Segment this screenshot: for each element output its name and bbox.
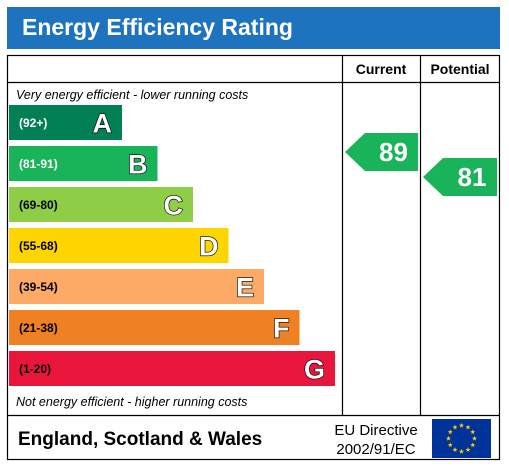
band-bar-g xyxy=(9,351,335,386)
band-letter: E xyxy=(236,273,254,303)
potential-column-header: Potential xyxy=(430,61,489,77)
top-note: Very energy efficient - lower running co… xyxy=(16,88,248,102)
directive-line-2: 2002/91/EC xyxy=(336,441,415,458)
region-label: England, Scotland & Wales xyxy=(18,429,262,450)
band-b: (81-91) B xyxy=(9,146,158,181)
eu-star-icon xyxy=(465,424,471,430)
eu-star-icon xyxy=(472,435,477,441)
band-d: (55-68) D xyxy=(9,228,229,263)
band-g: (1-20) G xyxy=(9,351,335,386)
band-range-label: (1-20) xyxy=(19,362,51,376)
chart-frame xyxy=(6,54,501,461)
rating-bands: (92+) A (81-91) B (69-80) C (55-68) D (39-54) E (2… xyxy=(9,105,335,386)
band-range-label: (21-38) xyxy=(19,321,58,335)
band-letter: C xyxy=(164,191,184,221)
band-e: (39-54) E xyxy=(9,269,264,304)
directive-line-1: EU Directive xyxy=(334,422,417,439)
band-bar-e xyxy=(9,269,264,304)
current-rating-arrow-value: 89 xyxy=(379,137,408,167)
band-letter: A xyxy=(93,109,113,139)
eu-star-icon xyxy=(452,424,458,430)
page-title: Energy Efficiency Rating xyxy=(22,14,293,40)
eu-star-icon xyxy=(452,447,458,452)
eu-star-icon xyxy=(447,442,453,448)
current-rating-arrow: 89 xyxy=(345,133,418,171)
eu-star-icon xyxy=(459,422,464,428)
band-bar-a xyxy=(9,105,122,140)
current-column-header: Current xyxy=(356,61,407,77)
band-bar-f xyxy=(9,310,300,345)
band-c: (69-80) C xyxy=(9,187,193,222)
potential-rating-arrow-value: 81 xyxy=(458,162,487,192)
band-bar-c xyxy=(9,187,193,222)
bottom-note: Not energy efficient - higher running co… xyxy=(16,395,247,409)
potential-rating-arrow: 81 xyxy=(423,158,497,196)
band-range-label: (92+) xyxy=(19,116,47,130)
eu-star-icon xyxy=(470,442,476,448)
eu-star-icon xyxy=(459,448,464,454)
title-banner: Energy Efficiency Rating xyxy=(7,7,500,49)
band-f: (21-38) F xyxy=(9,310,300,345)
band-range-label: (69-80) xyxy=(19,198,58,212)
band-bar-b xyxy=(9,146,158,181)
eu-star-icon xyxy=(465,447,471,452)
band-range-label: (39-54) xyxy=(19,280,58,294)
rating-arrows: 89 81 xyxy=(345,133,497,196)
eu-star-icon xyxy=(446,435,451,441)
potential-rating-arrow-shape xyxy=(423,158,497,196)
band-a: (92+) A xyxy=(9,105,122,140)
band-letter: G xyxy=(304,355,325,385)
band-letter: B xyxy=(128,150,148,180)
eu-flag-icon xyxy=(432,419,491,458)
band-range-label: (81-91) xyxy=(19,157,58,171)
eu-star-icon xyxy=(470,429,476,435)
band-letter: D xyxy=(199,232,219,262)
band-bar-d xyxy=(9,228,229,263)
band-letter: F xyxy=(273,314,290,344)
band-range-label: (55-68) xyxy=(19,239,58,253)
eu-star-icon xyxy=(447,429,453,435)
current-rating-arrow-shape xyxy=(345,133,418,171)
